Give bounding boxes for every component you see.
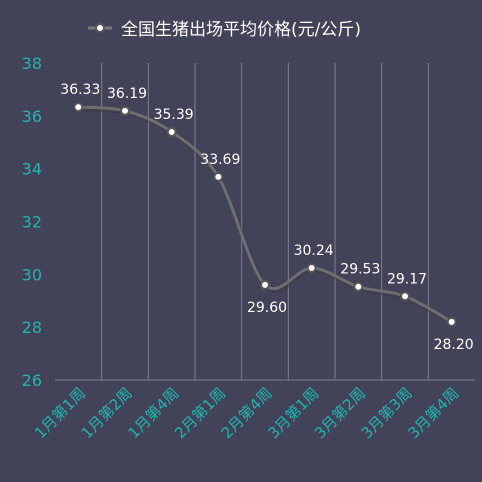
data-label: 36.33 xyxy=(60,82,100,98)
y-tick-label: 34 xyxy=(22,160,42,179)
data-point xyxy=(446,316,457,327)
data-label: 33.69 xyxy=(200,152,240,168)
data-point xyxy=(306,262,317,273)
y-tick-label: 26 xyxy=(22,371,42,390)
data-point xyxy=(353,281,364,292)
data-label: 36.19 xyxy=(107,86,147,102)
grid xyxy=(55,63,475,381)
data-point xyxy=(213,171,224,182)
legend: 全国生猪出场平均价格(元/公斤) xyxy=(88,20,361,40)
data-label: 28.20 xyxy=(434,337,474,353)
x-tick-label: 3月第4周 xyxy=(404,384,462,442)
data-point xyxy=(260,279,270,290)
data-point xyxy=(400,291,410,302)
y-tick-label: 30 xyxy=(22,265,42,284)
y-tick-label: 36 xyxy=(22,107,42,126)
series: 36.33 36.19 35.39 33.69 29.60 30.24 29.53 29.17… xyxy=(60,82,473,353)
data-label: 35.39 xyxy=(154,107,194,123)
data-label: 29.17 xyxy=(387,271,427,287)
y-axis: 26 28 30 32 34 36 38 xyxy=(22,54,42,390)
data-label: 30.24 xyxy=(294,243,334,259)
data-label: 29.60 xyxy=(247,300,287,316)
legend-marker xyxy=(95,23,105,33)
data-point xyxy=(166,126,177,137)
data-point xyxy=(73,102,84,113)
data-label: 29.53 xyxy=(340,262,380,278)
data-point xyxy=(120,105,130,116)
y-tick-label: 38 xyxy=(22,54,42,73)
x-axis: 1月第1周1月第2周1月第4周2月第1周2月第4周3月第1周3月第2周3月第3周… xyxy=(31,384,462,442)
legend-label: 全国生猪出场平均价格(元/公斤) xyxy=(121,20,361,40)
y-tick-label: 32 xyxy=(22,213,42,232)
y-tick-label: 28 xyxy=(22,318,42,337)
series-line-shadow xyxy=(79,107,455,326)
